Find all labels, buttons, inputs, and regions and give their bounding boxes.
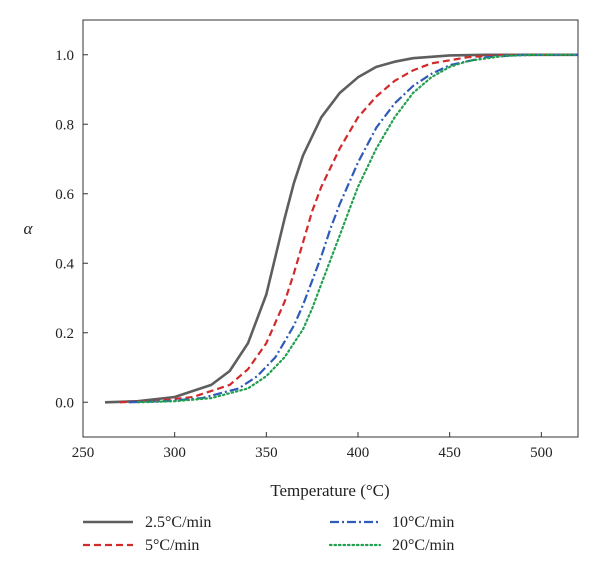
series-line-3 bbox=[128, 53, 578, 404]
y-tick-label: 0.2 bbox=[55, 326, 74, 342]
x-tick-label: 500 bbox=[530, 445, 553, 461]
legend: 2.5°C/min 5°C/min 10°C/min 20°C/min bbox=[83, 514, 454, 554]
legend-label: 10°C/min bbox=[392, 514, 454, 531]
x-tick-label: 300 bbox=[163, 445, 186, 461]
series-line-1 bbox=[104, 53, 578, 404]
y-tick-label: 0.8 bbox=[55, 117, 74, 133]
legend-item-2: 5°C/min bbox=[83, 537, 199, 554]
x-axis-label: Temperature (°C) bbox=[270, 481, 389, 500]
plot-frame bbox=[82, 19, 579, 438]
y-axis-label: α bbox=[24, 219, 34, 238]
x-tick-label: 400 bbox=[347, 445, 370, 461]
series-line-2 bbox=[119, 53, 578, 404]
y-tick-label: 1.0 bbox=[55, 48, 74, 64]
y-tick-label: 0.6 bbox=[55, 187, 74, 203]
series-line-4 bbox=[136, 53, 580, 404]
y-tick-label: 0.0 bbox=[55, 395, 74, 411]
legend-item-4: 20°C/min bbox=[328, 537, 454, 554]
x-tick-label: 350 bbox=[255, 445, 278, 461]
legend-label: 20°C/min bbox=[392, 537, 454, 554]
x-tick-label: 250 bbox=[72, 445, 95, 461]
axes-layer: 250 300 350 400 450 500 0.0 0.2 0.4 0.6 0.8 1.0 bbox=[55, 48, 552, 461]
legend-label: 2.5°C/min bbox=[145, 514, 211, 531]
plot-area bbox=[82, 19, 579, 438]
series-layer bbox=[104, 53, 580, 404]
y-tick-label: 0.4 bbox=[55, 256, 74, 272]
legend-label: 5°C/min bbox=[145, 537, 199, 554]
legend-item-3: 10°C/min bbox=[330, 514, 454, 531]
legend-item-1: 2.5°C/min bbox=[83, 514, 211, 531]
x-tick-label: 450 bbox=[438, 445, 461, 461]
